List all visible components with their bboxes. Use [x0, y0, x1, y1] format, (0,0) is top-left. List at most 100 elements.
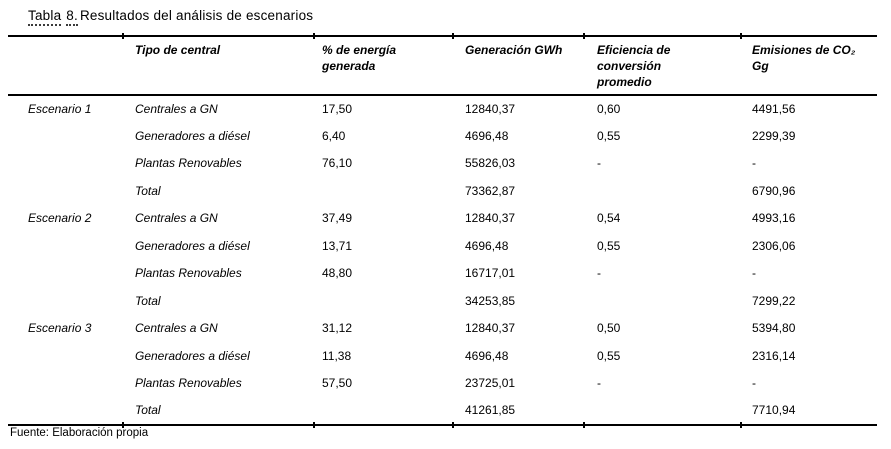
cell-emis: - [752, 156, 756, 171]
table-row: Plantas Renovables 48,80 16717,01 - - [8, 260, 877, 288]
cell-pct: 48,80 [322, 266, 353, 281]
cell-tipo: Plantas Renovables [135, 266, 242, 281]
cell-tipo: Total [135, 293, 161, 308]
header-gwh-label: Generación GWh [465, 43, 563, 57]
column-boundary-tick [313, 422, 315, 428]
cell-pct: 11,38 [322, 348, 352, 363]
cell-scenario [8, 370, 122, 398]
cell-tipo: Centrales a GN [135, 101, 218, 116]
header-emisiones-label: Emisiones de CO₂ Gg [752, 43, 856, 73]
cell-pct [313, 288, 452, 316]
column-boundary-tick [583, 33, 585, 39]
cell-scenario: Escenario 2 [28, 211, 92, 226]
caption-text: Resultados del análisis de escenarios [79, 8, 314, 23]
cell-pct: 57,50 [322, 376, 353, 391]
cell-pct: 17,50 [322, 101, 353, 116]
cell-emis: 2306,06 [752, 238, 796, 253]
header-tipo-label: Tipo de central [135, 43, 221, 57]
cell-pct: 31,12 [322, 321, 353, 336]
cell-scenario [8, 178, 122, 206]
cell-scenario [8, 233, 122, 261]
table-row: Generadores a diésel 11,38 4696,48 0,55 … [8, 343, 877, 371]
cell-scenario [8, 150, 122, 178]
cell-efic: 0,50 [597, 321, 621, 336]
caption-label-word: Tabla [28, 8, 62, 26]
cell-tipo: Total [135, 183, 161, 198]
cell-scenario: Escenario 3 [28, 321, 92, 336]
cell-tipo: Total [135, 403, 161, 418]
cell-gwh: 55826,03 [465, 156, 516, 171]
cell-scenario [8, 260, 122, 288]
table-row: Escenario 2 Centrales a GN 37,49 12840,3… [8, 205, 877, 233]
cell-gwh: 12840,37 [465, 321, 516, 336]
cell-efic: - [597, 156, 601, 171]
cell-emis: - [752, 376, 756, 391]
table-row: Escenario 3 Centrales a GN 31,12 12840,3… [8, 315, 877, 343]
column-boundary-tick [122, 33, 124, 39]
cell-gwh: 34253,85 [465, 293, 516, 308]
cell-efic: - [597, 266, 601, 281]
table-row: Total 73362,87 6790,96 [8, 178, 877, 206]
header-scenario [8, 36, 122, 95]
cell-tipo: Plantas Renovables [135, 156, 242, 171]
cell-efic: 0,60 [597, 101, 621, 116]
cell-efic: 0,55 [597, 238, 621, 253]
table-row: Total 41261,85 7710,94 [8, 398, 877, 426]
cell-scenario [8, 343, 122, 371]
cell-gwh: 4696,48 [465, 128, 509, 143]
header-eficiencia: Eficiencia de conversión promedio [583, 36, 740, 95]
table-caption: Tabla 8. Resultados del análisis de escena… [28, 8, 314, 26]
header-pct-energia: % de energía generada [313, 36, 452, 95]
cell-efic [583, 398, 740, 426]
cell-gwh: 12840,37 [465, 101, 516, 116]
table-row: Generadores a diésel 6,40 4696,48 0,55 2… [8, 123, 877, 151]
table-row: Escenario 1 Centrales a GN 17,50 12840,3… [8, 95, 877, 123]
table-row: Plantas Renovables 57,50 23725,01 - - [8, 370, 877, 398]
cell-pct: 37,49 [322, 211, 353, 226]
header-pct-label: % de energía generada [322, 43, 397, 73]
cell-emis: 4491,56 [752, 101, 796, 116]
cell-efic [583, 288, 740, 316]
cell-emis: 5394,80 [752, 321, 796, 336]
column-boundary-tick [452, 422, 454, 428]
cell-tipo: Generadores a diésel [135, 128, 250, 143]
header-row: Tipo de central % de energía generada Ge… [8, 36, 877, 95]
cell-emis: - [752, 266, 756, 281]
cell-tipo: Centrales a GN [135, 321, 218, 336]
cell-gwh: 73362,87 [465, 183, 516, 198]
cell-gwh: 23725,01 [465, 376, 516, 391]
cell-tipo: Generadores a diésel [135, 238, 250, 253]
cell-pct [313, 178, 452, 206]
table-row: Generadores a diésel 13,71 4696,48 0,55 … [8, 233, 877, 261]
cell-emis: 2316,14 [752, 348, 796, 363]
column-boundary-tick [583, 422, 585, 428]
results-table: Tipo de central % de energía generada Ge… [8, 35, 877, 426]
results-table-container: Tipo de central % de energía generada Ge… [8, 33, 877, 428]
cell-gwh: 4696,48 [465, 238, 509, 253]
column-boundary-tick [740, 33, 742, 39]
cell-efic: 0,55 [597, 348, 621, 363]
column-boundary-tick [313, 33, 315, 39]
column-boundary-tick [122, 422, 124, 428]
cell-scenario [8, 288, 122, 316]
header-emisiones-co2: Emisiones de CO₂ Gg [740, 36, 877, 95]
cell-gwh: 12840,37 [465, 211, 516, 226]
cell-gwh: 41261,85 [465, 403, 516, 418]
cell-efic: 0,55 [597, 128, 621, 143]
cell-scenario [8, 398, 122, 426]
cell-efic [583, 178, 740, 206]
column-boundary-tick [740, 422, 742, 428]
source-note: Fuente: Elaboración propia [10, 427, 149, 439]
cell-emis: 4993,16 [752, 211, 796, 226]
cell-scenario [8, 123, 122, 151]
cell-tipo: Centrales a GN [135, 211, 218, 226]
cell-tipo: Generadores a diésel [135, 348, 250, 363]
cell-emis: 6790,96 [752, 183, 796, 198]
cell-tipo: Plantas Renovables [135, 376, 242, 391]
cell-pct: 6,40 [322, 128, 346, 143]
header-generacion-gwh: Generación GWh [452, 36, 583, 95]
caption-number: 8. [66, 8, 78, 26]
cell-emis: 7299,22 [752, 293, 796, 308]
column-boundary-tick [452, 33, 454, 39]
cell-pct: 76,10 [322, 156, 353, 171]
